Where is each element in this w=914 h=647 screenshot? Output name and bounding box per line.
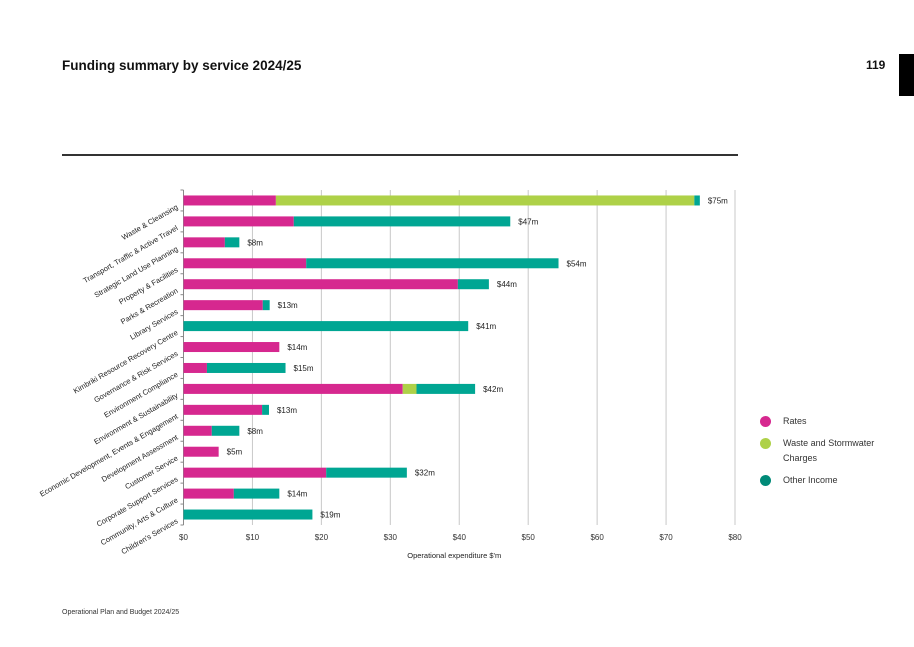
bar-total-label: $41m [476,322,496,331]
x-tick-label: $80 [728,533,742,542]
x-tick-label: $60 [590,533,604,542]
bar-segment-rates [183,446,219,457]
bar-segment-rates [183,195,276,206]
bar-total-label: $5m [227,448,243,457]
legend-label: Waste and Stormwater Charges [783,438,875,463]
bar-segment-other [262,404,269,415]
bar-segment-rates [183,216,294,227]
legend-swatch-rates [760,416,771,427]
bar-segment-other [211,425,240,436]
legend-label: Rates [783,416,807,426]
bar-segment-rates [183,279,458,290]
bar-segment-rates [183,467,327,478]
x-tick-label: $20 [315,533,329,542]
bar-total-label: $14m [287,343,307,352]
x-tick-label: $30 [384,533,398,542]
bar-segment-rates [183,300,263,311]
x-tick-label: $70 [659,533,673,542]
bar-total-label: $13m [277,406,297,415]
bar-segment-rates [183,425,212,436]
footer-text: Operational Plan and Budget 2024/25 [62,609,180,616]
bar-total-label: $75m [708,196,728,205]
bar-segment-rates [183,488,234,499]
bar-total-label: $32m [415,469,435,478]
bar-segment-other [206,362,286,373]
bar-segment-waste [275,195,695,206]
x-tick-label: $0 [179,533,188,542]
legend-item-waste: Waste and Stormwater Charges [760,436,883,466]
legend-item-other: Other Income [760,473,883,488]
x-axis-title: Operational expenditure $'m [407,551,501,560]
bar-segment-other [262,300,270,311]
x-tick-label: $50 [522,533,536,542]
x-tick-label: $40 [453,533,467,542]
bar-total-label: $44m [497,280,517,289]
bar-segment-other [326,467,407,478]
bar-total-label: $42m [483,385,503,394]
bar-segment-other [293,216,511,227]
bar-segment-rates [183,258,307,269]
chart-legend: Rates Waste and Stormwater Charges Other… [760,414,883,495]
bar-segment-rates [183,237,225,248]
bar-total-label: $8m [247,238,263,247]
bar-total-label: $14m [287,490,307,499]
bar-segment-other [224,237,240,248]
bar-segment-other [183,509,313,520]
bar-total-label: $54m [567,259,587,268]
bar-total-label: $13m [278,301,298,310]
bar-segment-other [233,488,280,499]
legend-item-rates: Rates [760,414,883,429]
title-divider [62,154,738,156]
page-tab-marker [899,54,914,96]
page-number: 119 [866,58,886,72]
bar-segment-other [457,279,489,290]
bar-total-label: $15m [294,364,314,373]
bar-segment-other [416,383,476,394]
bar-total-label: $8m [247,427,263,436]
page-title: Funding summary by service 2024/25 [62,58,302,73]
bar-segment-rates [183,404,263,415]
bar-total-label: $19m [320,511,340,520]
bar-total-label: $47m [518,217,538,226]
legend-swatch-waste [760,438,771,449]
x-tick-label: $10 [246,533,260,542]
bar-segment-rates [183,383,403,394]
bar-segment-waste [402,383,417,394]
bar-segment-rates [183,362,207,373]
bar-segment-other [183,321,469,332]
bar-segment-rates [183,342,280,353]
legend-swatch-other [760,475,771,486]
legend-label: Other Income [783,475,838,485]
bar-segment-other [694,195,700,206]
bar-segment-other [306,258,559,269]
